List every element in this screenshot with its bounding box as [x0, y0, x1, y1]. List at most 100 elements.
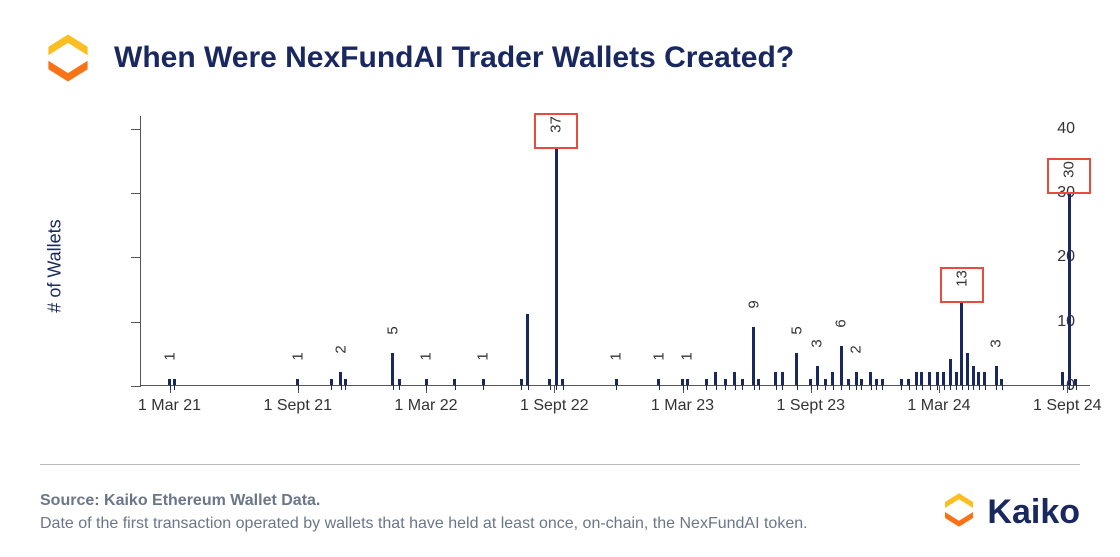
chart-area: # of Wallets 0102030401 Mar 211 Sept 211…: [110, 116, 1080, 416]
bar-tick: [1076, 385, 1077, 390]
bar-tick: [849, 385, 850, 390]
bar-tick: [861, 385, 862, 390]
x-tick-label: 1 Mar 24: [907, 397, 970, 415]
bar-tick: [725, 385, 726, 390]
value-label: 5: [788, 326, 805, 334]
y-tick-label: 10: [1057, 313, 1075, 331]
y-tick-label: 30: [1057, 184, 1075, 202]
bar: [555, 147, 558, 385]
footer: Source: Kaiko Ethereum Wallet Data. Date…: [40, 489, 1080, 535]
value-label: 9: [745, 300, 762, 308]
value-label: 2: [848, 345, 865, 353]
bar: [915, 372, 918, 385]
bar: [977, 372, 980, 385]
bar: [855, 372, 858, 385]
y-tick: [131, 129, 141, 130]
bar-tick: [345, 385, 346, 390]
header: When Were NexFundAI Trader Wallets Creat…: [40, 30, 1080, 86]
bar: [920, 372, 923, 385]
value-label: 1: [608, 352, 625, 360]
source-bold: Source: Kaiko Ethereum Wallet Data.: [40, 492, 320, 509]
bar-tick: [817, 385, 818, 390]
bar: [995, 366, 998, 385]
y-tick: [131, 257, 141, 258]
bar-tick: [956, 385, 957, 390]
bar: [955, 372, 958, 385]
bar-tick: [170, 385, 171, 390]
bar: [928, 372, 931, 385]
bar-tick: [833, 385, 834, 390]
brand-name: Kaiko: [987, 493, 1080, 532]
value-label: 2: [332, 345, 349, 353]
bar-tick: [341, 385, 342, 390]
y-tick: [131, 322, 141, 323]
bar-tick: [871, 385, 872, 390]
bar: [966, 353, 969, 385]
value-label: 1: [289, 352, 306, 360]
y-tick-label: 40: [1057, 120, 1075, 138]
bar-tick: [882, 385, 883, 390]
bar-tick: [1069, 385, 1070, 390]
bar: [714, 372, 717, 385]
bar-tick: [455, 385, 456, 390]
bar-tick: [909, 385, 910, 390]
value-label: 1: [161, 352, 178, 360]
x-tick: [939, 385, 940, 393]
value-label: 37: [548, 116, 565, 133]
bar-tick: [776, 385, 777, 390]
value-label: 3: [809, 339, 826, 347]
bar-tick: [973, 385, 974, 390]
bar-tick: [399, 385, 400, 390]
bar-tick: [521, 385, 522, 390]
bar: [936, 372, 939, 385]
x-tick-label: 1 Sept 24: [1033, 397, 1102, 415]
bar-tick: [174, 385, 175, 390]
bar: [339, 372, 342, 385]
bar-tick: [782, 385, 783, 390]
bar: [869, 372, 872, 385]
bar: [983, 372, 986, 385]
bar-tick: [683, 385, 684, 390]
y-tick: [131, 193, 141, 194]
source-detail: Date of the first transaction operated b…: [40, 515, 808, 532]
bar-tick: [716, 385, 717, 390]
value-label: 6: [833, 320, 850, 328]
bar-tick: [426, 385, 427, 390]
bar-tick: [930, 385, 931, 390]
x-tick: [1067, 385, 1068, 393]
bar-tick: [759, 385, 760, 390]
value-label: 13: [953, 271, 970, 288]
bar-tick: [950, 385, 951, 390]
x-tick-label: 1 Sept 23: [777, 397, 846, 415]
bar: [960, 301, 963, 385]
bar-tick: [393, 385, 394, 390]
bar-tick: [797, 385, 798, 390]
bar-tick: [901, 385, 902, 390]
bar-tick: [922, 385, 923, 390]
bar: [774, 372, 777, 385]
value-label: 30: [1061, 161, 1078, 178]
x-tick-label: 1 Mar 22: [394, 397, 457, 415]
bar: [781, 372, 784, 385]
bar-tick: [916, 385, 917, 390]
value-label: 5: [384, 326, 401, 334]
bar-tick: [563, 385, 564, 390]
bar-tick: [811, 385, 812, 390]
x-tick-label: 1 Mar 21: [138, 397, 201, 415]
bar-tick: [962, 385, 963, 390]
x-tick-label: 1 Sept 21: [264, 397, 333, 415]
bar: [972, 366, 975, 385]
bar-tick: [754, 385, 755, 390]
bar-tick: [944, 385, 945, 390]
bar-tick: [825, 385, 826, 390]
bar-tick: [483, 385, 484, 390]
value-label: 1: [679, 352, 696, 360]
bar: [526, 314, 529, 385]
bar-tick: [298, 385, 299, 390]
bar-tick: [735, 385, 736, 390]
bar-tick: [706, 385, 707, 390]
bar-tick: [659, 385, 660, 390]
bar-tick: [841, 385, 842, 390]
bar: [942, 372, 945, 385]
value-label: 1: [418, 352, 435, 360]
